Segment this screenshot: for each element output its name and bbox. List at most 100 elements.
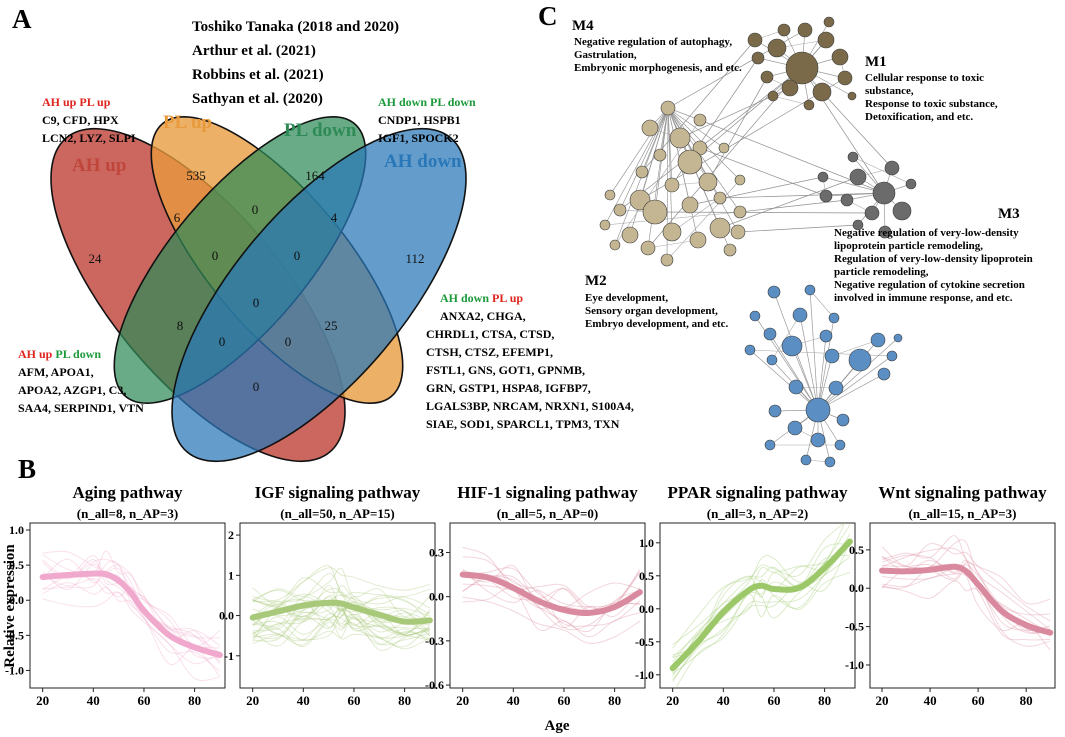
x-tick-label: 80 (608, 693, 621, 708)
gene-line: GRN, GSTP1, HSPA8, IGFBP7, (426, 381, 591, 395)
network-edge (647, 239, 699, 249)
network-edge (667, 107, 701, 149)
main-trend-line (459, 571, 643, 616)
background-trend-line (462, 567, 641, 608)
module-id: M2 (585, 273, 607, 289)
network-node-m4 (804, 284, 816, 296)
background-trend-line (672, 542, 851, 681)
network-node-m2 (730, 224, 746, 240)
network-node-m3 (849, 168, 867, 186)
network-edge (769, 333, 819, 411)
network-node-m4 (805, 397, 831, 423)
network-node-m3 (878, 225, 892, 239)
network-edge (852, 156, 912, 185)
network-node-m1 (777, 23, 791, 37)
network-edge (749, 349, 819, 411)
module-term: Negative regulation of very-low-density (834, 227, 1019, 239)
chart-frame (869, 522, 1056, 689)
network-node-m4 (848, 348, 872, 372)
network-node-m4 (870, 332, 886, 348)
network-nodes (599, 16, 917, 468)
network-node-m3 (872, 181, 896, 205)
network-node-m2 (660, 100, 676, 116)
background-trend-line (881, 561, 1051, 634)
background-trend-line (252, 615, 431, 648)
network-node-m4 (749, 310, 761, 322)
background-trend-line (252, 594, 431, 635)
background-trend-line (672, 543, 851, 658)
y-axis-label: Relative expression (2, 544, 18, 668)
background-trend-line (252, 608, 430, 642)
network-node-m2 (664, 177, 680, 193)
background-trend-line (252, 564, 431, 602)
chart-subtitle: (n_all=50, n_AP=15) (280, 506, 395, 521)
background-trend-line (252, 616, 431, 646)
background-trend-line (252, 614, 430, 645)
network-node-m2 (681, 196, 699, 214)
module-term: Regulation of very-low-density lipoprote… (834, 253, 1033, 265)
y-tick-label: 0.5 (9, 558, 24, 572)
network-edge (831, 339, 879, 357)
network-node-m1 (823, 16, 835, 28)
count-all-four: 0 (253, 295, 260, 310)
chart-subtitle: (n_all=5, n_AP=0) (497, 506, 599, 521)
chart-title: IGF signaling pathway (255, 483, 421, 502)
network-node-m2 (709, 217, 731, 239)
gene-line: LGALS3BP, NRCAM, NRXN1, S100A4, (426, 399, 634, 413)
background-trend-line (462, 556, 641, 608)
set-label-pl-down: PL down (284, 120, 357, 141)
module-term: Embryonic morphogenesis, and etc. (574, 62, 742, 74)
module-term: Sensory organ development, (585, 305, 718, 317)
network-node-m1 (837, 70, 853, 86)
network-node-m3 (847, 151, 859, 163)
y-tick-label: -0.6 (425, 678, 444, 692)
network-node-m1 (767, 90, 779, 102)
chart-title: Aging pathway (72, 483, 183, 502)
panel-b: B Relative expression Age Aging pathway (… (2, 454, 1056, 734)
network-node-m4 (877, 367, 891, 381)
gene-list-header: AH down PL up (440, 291, 523, 305)
network-node-m1 (781, 79, 799, 97)
network-edge (737, 224, 859, 233)
network-edge (647, 107, 669, 249)
chart-title: Wnt signaling pathway (878, 483, 1047, 502)
chart-background-lines (252, 564, 431, 651)
network-edge (689, 176, 824, 206)
module-m1-label: M1 Cellular response to toxic substance,… (865, 54, 998, 123)
chart-subtitle: (n_all=15, n_AP=3) (909, 506, 1017, 521)
background-trend-line (42, 560, 221, 654)
count-ah-up-pl-down-ah-down: 0 (219, 334, 226, 349)
module-id: M1 (865, 54, 887, 70)
network-edge (699, 147, 827, 197)
module-m2-label: M2 Eye development, Sensory organ develo… (585, 273, 729, 330)
main-trend-line (249, 599, 433, 625)
module-term: particle remodeling, (834, 266, 929, 278)
network-node-m3 (852, 219, 864, 231)
background-trend-line (252, 606, 431, 643)
chart-frame (659, 522, 856, 689)
network-node-m3 (892, 201, 912, 221)
network-node-m4 (766, 354, 778, 366)
network-edge (817, 339, 879, 411)
network-node-m2 (713, 191, 727, 205)
x-tick-label: 40 (717, 693, 730, 708)
background-trend-line (881, 539, 1051, 631)
background-trend-line (252, 572, 431, 609)
chart-title: PPAR signaling pathway (667, 483, 848, 502)
network-edge (817, 373, 885, 411)
network-node-m2 (604, 189, 616, 201)
count-pl-down-ah-down: 4 (331, 210, 338, 225)
count-ah-up-ah-down: 0 (253, 379, 260, 394)
network-node-m1 (817, 31, 835, 49)
network-node-m2 (693, 113, 707, 127)
network-node-m4 (763, 327, 777, 341)
gene-list-ah-up-pl-up: AH up PL up C9, CFD, HPX LCN2, LYZ, SLPI (42, 95, 136, 145)
background-trend-line (252, 587, 431, 634)
x-tick-label: 80 (398, 693, 411, 708)
network-node-m4 (810, 432, 826, 448)
network-edge (817, 337, 899, 411)
module-term: Response to toxic substance, (865, 98, 998, 110)
network-node-m4 (836, 413, 850, 427)
y-tick-label: 0.0 (429, 590, 444, 604)
